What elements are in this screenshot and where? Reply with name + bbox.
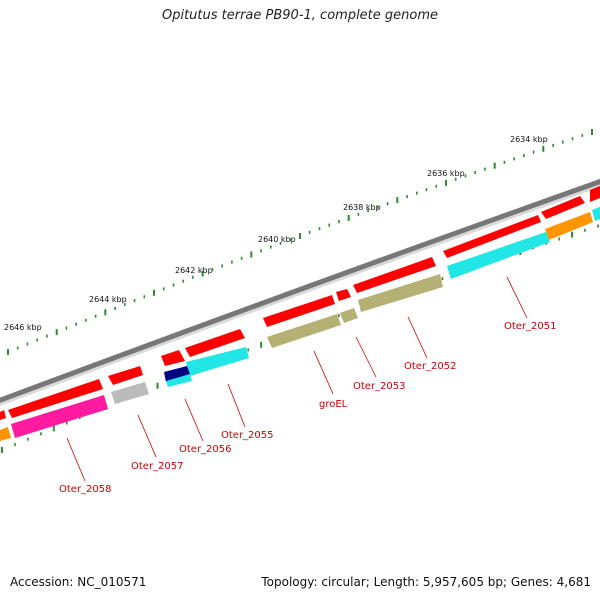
kbp-label-2642: 2642 kbp [175, 266, 213, 275]
gene-label-oter-2057: Oter_2057 [131, 461, 184, 472]
feature-block [164, 366, 190, 382]
leader-line [137, 414, 157, 458]
gene-label-oter-2053: Oter_2053 [353, 381, 406, 392]
cds-arrow [161, 350, 185, 366]
cds-arrow [336, 289, 351, 301]
feature-block [0, 427, 11, 441]
leader-line [313, 350, 334, 395]
feature-block [11, 395, 108, 438]
leader-line [506, 276, 528, 319]
feature-block [340, 308, 358, 323]
feature-block [358, 274, 443, 312]
kbp-label-2646: 2646 kbp [4, 323, 42, 332]
feature-block [447, 232, 550, 279]
forward-strand-features [0, 186, 600, 420]
gene-leader-lines [66, 276, 528, 482]
kbp-label-2640: 2640 kbp [258, 235, 296, 244]
feature-block [111, 382, 149, 404]
cds-arrow [263, 295, 335, 327]
accession-text: Accession: NC_010571 [10, 575, 147, 589]
cds-arrow [443, 215, 541, 258]
cds-arrow [0, 410, 6, 420]
leader-line [407, 316, 428, 359]
gene-label-oter-2051: Oter_2051 [504, 321, 557, 332]
kbp-label-2636: 2636 kbp [427, 169, 465, 178]
gene-label-oter-2052: Oter_2052 [404, 361, 457, 372]
feature-block [186, 347, 249, 376]
kbp-label-2638: 2638 kbp [343, 203, 381, 212]
gene-label-oter-2055: Oter_2055 [221, 430, 274, 441]
kbp-label-2634: 2634 kbp [510, 135, 548, 144]
feature-block [592, 207, 600, 221]
cds-arrow [8, 379, 103, 418]
cds-arrow [353, 257, 436, 293]
feature-block [267, 314, 341, 348]
gene-label-groel: groEL [319, 399, 348, 410]
figure-title: Opitutus terrae PB90-1, complete genome [161, 8, 439, 23]
leader-line [227, 383, 246, 428]
cds-arrow [541, 196, 585, 219]
gene-label-oter-2056: Oter_2056 [179, 444, 232, 455]
gene-label-oter-2058: Oter_2058 [59, 484, 112, 495]
leader-line [355, 336, 377, 378]
cds-arrow [590, 186, 600, 202]
leader-line [66, 437, 86, 482]
kbp-label-2644: 2644 kbp [89, 295, 127, 304]
genome-summary-text: Topology: circular; Length: 5,957,605 bp… [261, 575, 591, 589]
gene-labels: Oter_2051 Oter_2052 Oter_2053 groEL Oter… [59, 321, 557, 495]
cds-arrow [185, 329, 245, 357]
feature-block [166, 374, 192, 387]
genome-backbone [0, 178, 600, 403]
cds-arrow [108, 366, 143, 385]
kbp-scale: 2634 kbp 2636 kbp 2638 kbp 2640 kbp 2642… [4, 135, 548, 332]
secondary-features [0, 207, 600, 441]
leader-line [184, 398, 204, 442]
feature-block [545, 212, 593, 240]
